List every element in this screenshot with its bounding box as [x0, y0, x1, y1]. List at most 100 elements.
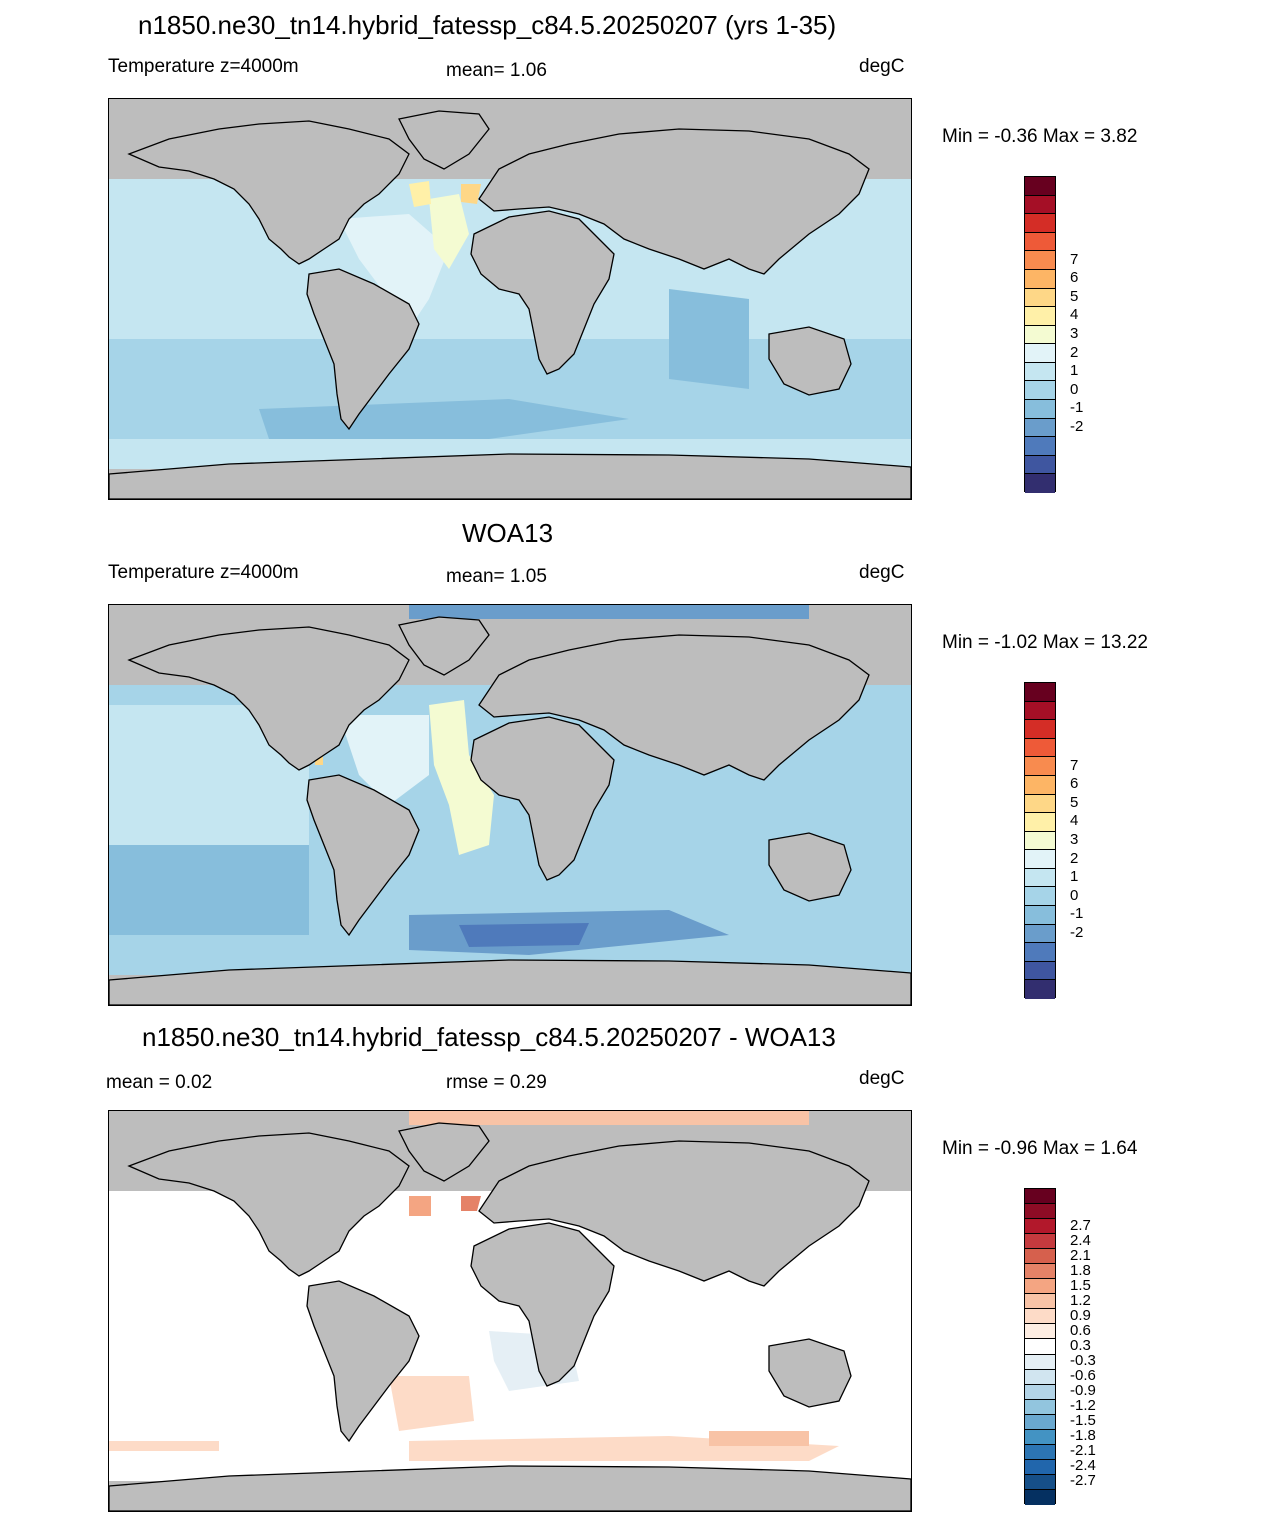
panel-1-map-field: [109, 99, 911, 499]
continent-samerica: [306, 268, 420, 431]
panel-2-colorbar: 7 6 5 4 3 2 1 0 -1 -2: [1024, 682, 1083, 999]
field-region: [459, 923, 589, 947]
colorbar-tick-label: 6: [1070, 269, 1079, 287]
colorbar-swatch: [1025, 1189, 1055, 1205]
colorbar-tick-label: 1: [1070, 868, 1079, 886]
colorbar-tick-label: 2: [1070, 849, 1079, 867]
colorbar-tick-label: 1: [1070, 362, 1079, 380]
field-region: [429, 700, 494, 855]
colorbar-swatch: [1025, 1204, 1055, 1220]
colorbar-tick-label: 3: [1070, 831, 1079, 848]
colorbar-box: [1024, 1188, 1056, 1505]
colorbar-swatch: [1025, 1354, 1055, 1370]
field-region: [461, 1196, 481, 1211]
colorbar-box: [1024, 682, 1056, 999]
continent-eurasia: [478, 1140, 870, 1287]
panel-3-map-field: [109, 1111, 911, 1511]
colorbar-swatch: [1025, 775, 1055, 795]
colorbar-swatch: [1025, 232, 1055, 252]
continent-greenland: [398, 1122, 490, 1182]
continent-australia: [768, 832, 852, 902]
colorbar-swatch: [1025, 813, 1055, 832]
field-region: [409, 605, 809, 619]
colorbar-swatch: [1025, 325, 1055, 345]
colorbar-swatch: [1025, 850, 1055, 869]
colorbar-swatch: [1025, 868, 1055, 888]
colorbar-swatch: [1025, 1339, 1055, 1355]
continent-africa: [470, 716, 615, 881]
continent-namerica: [127, 626, 410, 771]
panel-2-variable-label: Temperature z=4000m: [108, 562, 299, 583]
continent-eurasia: [478, 128, 870, 275]
field-region: [409, 1196, 431, 1216]
colorbar-swatch: [1025, 1429, 1055, 1445]
continent-australia: [768, 1338, 852, 1408]
field-region: [409, 1111, 809, 1125]
continent-samerica: [306, 774, 420, 937]
colorbar-tick-label: -1: [1070, 905, 1084, 923]
field-region: [709, 1431, 809, 1446]
continent-australia: [768, 326, 852, 396]
field-region: [339, 214, 449, 329]
panel-1-units-label: degC: [859, 56, 905, 77]
panel-3-colorbar: 2.7 2.4 2.1 1.8 1.5 1.2 0.9 0.6 0.3 -0.3 -0.6 -0.9-…: [1024, 1188, 1096, 1505]
panel-3-mean-label: mean = 0.02: [106, 1072, 213, 1093]
colorbar-tick-label: -2: [1070, 417, 1084, 435]
colorbar-swatch: [1025, 1234, 1055, 1250]
colorbar-swatch: [1025, 195, 1055, 215]
continent-antarctica: [109, 1465, 911, 1511]
colorbar-swatch: [1025, 683, 1055, 702]
colorbar-tick-label: 1.2: [1070, 1291, 1091, 1309]
field-region: [109, 845, 309, 935]
colorbar-swatch: [1025, 288, 1055, 308]
colorbar-swatch: [1025, 1249, 1055, 1265]
field-region: [109, 705, 309, 845]
continent-antarctica: [109, 453, 911, 499]
field-region: [339, 715, 429, 805]
colorbar-swatch: [1025, 1384, 1055, 1400]
panel-2-title: WOA13: [462, 518, 554, 548]
panel-2-minmax-label: Min = -1.02 Max = 13.22: [942, 632, 1148, 653]
colorbar-tick-label: -2.4: [1070, 1457, 1096, 1475]
colorbar-tick-label: 6: [1070, 775, 1079, 793]
colorbar-tick-label: -2: [1070, 923, 1084, 941]
colorbar-swatch: [1025, 1399, 1055, 1415]
colorbar-swatch: [1025, 1219, 1055, 1235]
panel-2-map: [108, 604, 912, 1006]
continent-africa: [470, 1222, 615, 1387]
colorbar-tick-label: 2.1: [1070, 1246, 1091, 1264]
colorbar-tick-label: 0: [1070, 380, 1079, 398]
panel-3-title: n1850.ne30_tn14.hybrid_fatessp_c84.5.202…: [142, 1022, 836, 1052]
colorbar-swatch: [1025, 1414, 1055, 1430]
field-region: [409, 181, 431, 207]
continent-africa: [470, 210, 615, 375]
colorbar-tick-label: 0.6: [1070, 1321, 1091, 1339]
colorbar-tick-label: 0.3: [1070, 1337, 1091, 1354]
continent-eurasia: [478, 634, 870, 781]
colorbar-swatch: [1025, 177, 1055, 196]
colorbar-swatch: [1025, 418, 1055, 438]
field-region: [389, 1376, 474, 1431]
colorbar-tick-label: 0.9: [1070, 1306, 1091, 1324]
panel-3-map: [108, 1110, 912, 1512]
panel-1-minmax-label: Min = -0.36 Max = 3.82: [942, 126, 1138, 147]
colorbar-tick-label: 2.4: [1070, 1231, 1091, 1249]
colorbar-tick-label: 2: [1070, 343, 1079, 361]
colorbar-tick-label: 2.7: [1070, 1216, 1091, 1234]
colorbar-tick-label: -1.2: [1070, 1397, 1096, 1415]
panel-3-rmse-label: rmse = 0.29: [446, 1072, 547, 1093]
colorbar-swatch: [1025, 269, 1055, 289]
colorbar-swatch: [1025, 362, 1055, 382]
panel-1-map: [108, 98, 912, 500]
colorbar-swatch: [1025, 738, 1055, 758]
colorbar-swatch: [1025, 720, 1055, 739]
panel-3-units-label: degC: [859, 1068, 905, 1089]
panel-3-minmax-label: Min = -0.96 Max = 1.64: [942, 1138, 1138, 1159]
colorbar-swatch: [1025, 701, 1055, 721]
panel-1-mean-label: mean= 1.06: [446, 60, 547, 81]
colorbar-tick-label: -1.5: [1070, 1412, 1096, 1430]
field-region: [109, 1441, 219, 1451]
colorbar-tick-label: -0.6: [1070, 1367, 1096, 1385]
colorbar-tick-label: -0.9: [1070, 1382, 1096, 1400]
colorbar-tick-label: 7: [1070, 250, 1079, 268]
